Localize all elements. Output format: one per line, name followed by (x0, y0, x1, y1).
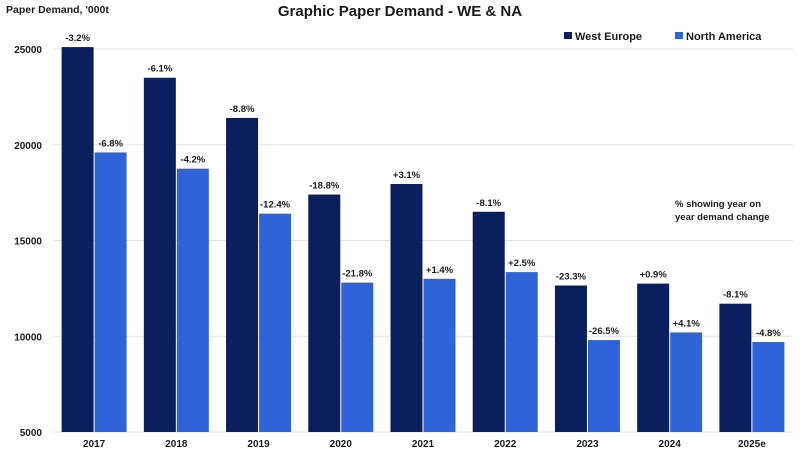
data-label: -12.4% (260, 200, 291, 211)
data-label: -23.3% (556, 272, 587, 283)
x-tick-label: 2021 (412, 439, 435, 450)
bar-north-america-2024 (670, 332, 703, 432)
bar-west-europe-2021 (390, 184, 423, 432)
x-tick-label: 2023 (576, 439, 599, 450)
bar-north-america-2021 (423, 278, 456, 432)
data-label: -8.1% (476, 198, 501, 209)
bar-north-america-2022 (505, 272, 538, 432)
data-label: -6.1% (147, 64, 172, 75)
bar-north-america-2018 (176, 168, 209, 432)
data-label: +4.1% (673, 318, 701, 329)
x-tick-label: 2018 (165, 439, 188, 450)
y-tick-label: 25000 (14, 45, 42, 56)
bar-west-europe-2018 (143, 77, 176, 432)
data-label: -4.8% (756, 328, 781, 339)
bar-west-europe-2019 (226, 117, 259, 432)
data-label: -18.8% (309, 181, 340, 192)
bar-west-europe-2022 (472, 211, 505, 432)
bars: -3.2% -6.8% -6.1% -4.2% -8.8% -12.4% -18.8% -21… (61, 33, 785, 433)
bar-north-america-2025e (752, 341, 785, 432)
data-label: -4.2% (180, 155, 205, 166)
y-tick-label: 10000 (14, 332, 42, 343)
bar-west-europe-2024 (637, 283, 670, 432)
legend-label-west-europe: West Europe (575, 31, 642, 43)
y-axis-title: Paper Demand, '000t (6, 4, 109, 16)
bar-north-america-2017 (94, 152, 127, 432)
legend-label-north-america: North America (686, 31, 762, 43)
x-tick-label: 2019 (247, 439, 270, 450)
bar-north-america-2020 (341, 282, 374, 432)
bar-west-europe-2020 (308, 194, 341, 432)
bar-west-europe-2023 (554, 285, 587, 432)
legend: West Europe North America (564, 31, 762, 43)
x-tick-label: 2025e (738, 439, 766, 450)
data-label: +0.9% (640, 270, 668, 281)
data-label: -8.1% (723, 290, 748, 301)
annotation-line-2: year demand change (675, 212, 770, 223)
x-tick-labels: 2017 2018 2019 2020 2021 2022 2023 2024 2025e (83, 439, 766, 450)
legend-swatch-north-america (675, 32, 683, 39)
x-tick-label: 2022 (494, 439, 517, 450)
gridlines (53, 48, 793, 433)
bar-west-europe-2017 (61, 47, 94, 433)
y-tick-labels: 5000 10000 15000 20000 25000 (14, 45, 42, 439)
chart-title: Graphic Paper Demand - WE & NA (278, 3, 522, 20)
annotation-line-1: % showing year on (675, 199, 761, 210)
bar-west-europe-2025e (719, 303, 752, 432)
data-label: -3.2% (65, 33, 90, 44)
y-tick-label: 15000 (14, 237, 42, 248)
data-label: -8.8% (230, 104, 255, 115)
data-label: +1.4% (426, 265, 454, 276)
bar-north-america-2019 (259, 213, 292, 432)
data-label: +3.1% (393, 170, 421, 181)
data-label: +2.5% (508, 258, 536, 269)
data-label: -26.5% (589, 326, 620, 337)
x-tick-label: 2017 (83, 439, 106, 450)
data-label: -21.8% (342, 269, 373, 280)
data-label: -6.8% (98, 138, 123, 149)
x-tick-label: 2020 (330, 439, 353, 450)
y-tick-label: 5000 (20, 428, 43, 439)
bar-north-america-2023 (587, 340, 620, 432)
x-tick-label: 2024 (659, 439, 682, 450)
legend-swatch-west-europe (564, 32, 572, 39)
y-tick-label: 20000 (14, 141, 42, 152)
